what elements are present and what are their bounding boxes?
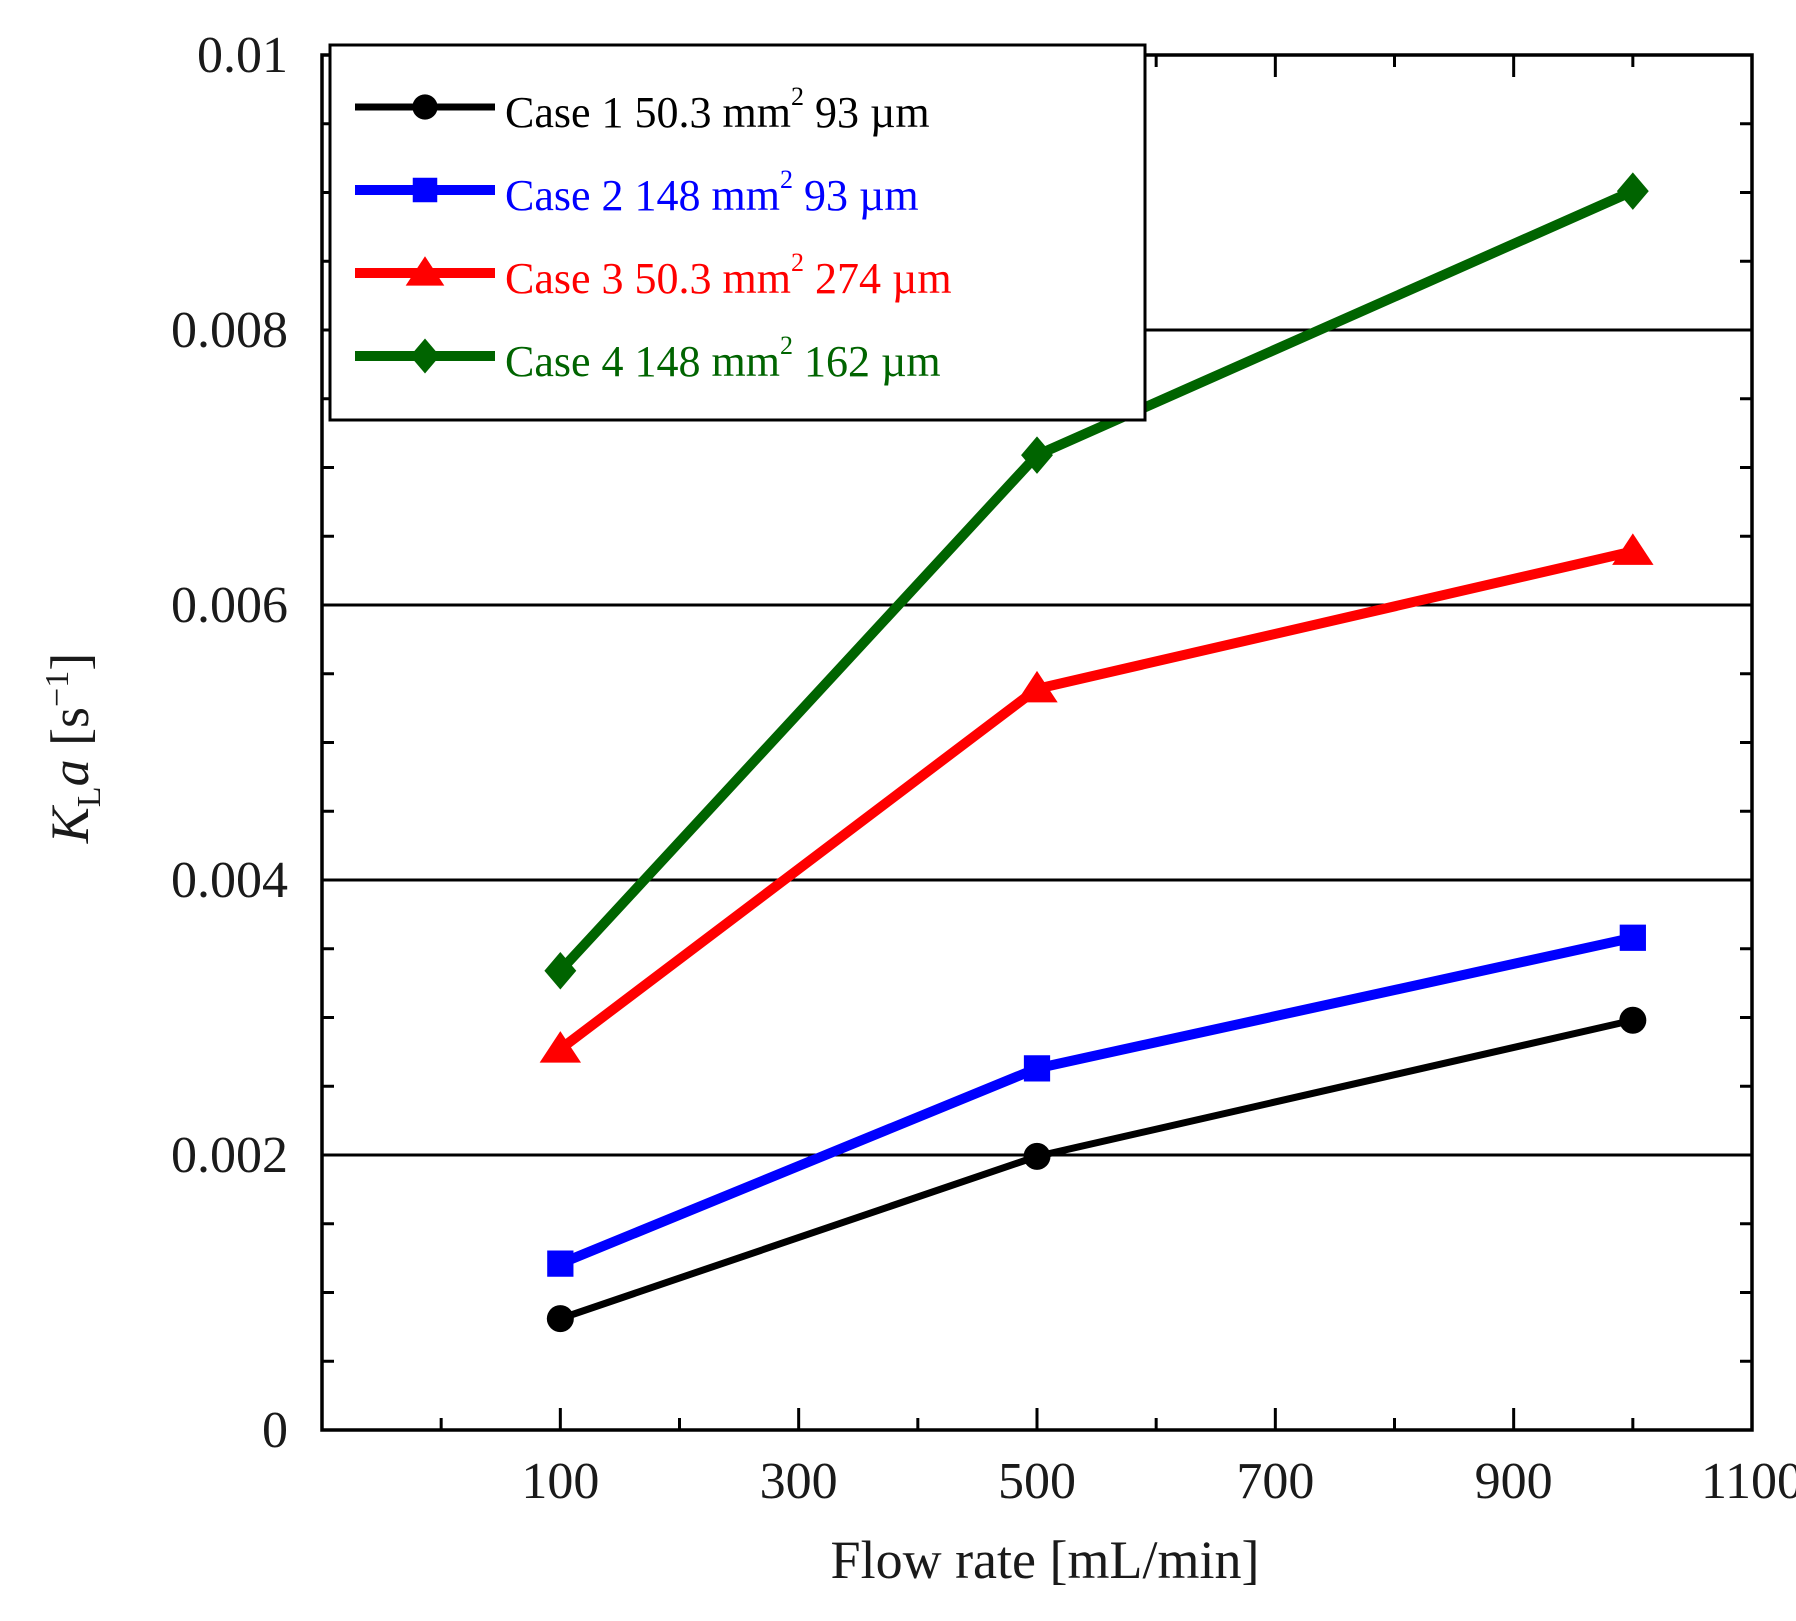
x-tick-label-0: 100 <box>521 1453 599 1510</box>
point-case-4-1 <box>1021 436 1053 474</box>
y-axis-title-unit-exponent: −1 <box>39 671 76 707</box>
point-case-4-0 <box>544 952 577 990</box>
legend-case-area: 148 mm <box>635 171 780 220</box>
x-axis-title: Flow rate [mL/min] <box>831 1530 1260 1590</box>
y-tick-label-5: 0.01 <box>197 27 288 84</box>
x-tick-label-4: 900 <box>1475 1453 1553 1510</box>
legend-case-area: 50.3 mm <box>635 254 791 303</box>
y-axis-title-unit-open: [s <box>40 707 100 760</box>
axes-layer: 100 300 500 700 900 1100 0 0.002 0.004 0.006 0.008… <box>171 27 1796 1510</box>
legend-marker-case-3 <box>405 256 445 286</box>
point-case-2-0 <box>547 1250 574 1277</box>
legend-marker-case-4 <box>410 338 440 374</box>
legend-label-case-3: Case 3 50.3 mm2 274 µm <box>505 248 952 303</box>
x-tick-label-2: 500 <box>998 1453 1076 1510</box>
y-tick-label-3: 0.006 <box>171 577 288 634</box>
legend-case-pore: 162 µm <box>793 337 941 386</box>
point-case-1-1 <box>1023 1142 1051 1170</box>
point-case-1-2 <box>1619 1006 1647 1034</box>
y-tick-label-1: 0.002 <box>171 1127 288 1184</box>
point-case-3-1 <box>1016 670 1058 703</box>
legend-case-area-exponent: 2 <box>780 331 793 360</box>
point-case-3-2 <box>1612 533 1654 565</box>
point-case-1-0 <box>546 1305 574 1333</box>
legend-case-area: 148 mm <box>635 337 780 386</box>
x-tick-label-5: 1100 <box>1701 1453 1796 1510</box>
legend-case-pore: 93 µm <box>804 88 930 137</box>
y-tick-label-4: 0.008 <box>171 302 288 359</box>
y-axis-title-subscript: L <box>71 786 108 807</box>
x-tick-label-1: 300 <box>760 1453 838 1510</box>
y-axis-title-unit-close: ] <box>40 653 100 671</box>
legend-label-case-2: Case 2 148 mm2 93 µm <box>505 165 919 220</box>
point-case-3-0 <box>539 1031 582 1063</box>
point-case-2-2 <box>1619 924 1646 951</box>
y-axis-title-variable: a <box>40 759 100 786</box>
y-tick-label-2: 0.004 <box>171 852 288 909</box>
legend-case-area-exponent: 2 <box>791 82 804 111</box>
legend-case-area-exponent: 2 <box>780 165 793 194</box>
x-tick-label-3: 700 <box>1236 1453 1314 1510</box>
legend-case-name: Case 1 <box>505 88 635 137</box>
legend-case-name: Case 4 <box>505 337 635 386</box>
legend-marker-case-1 <box>412 94 438 120</box>
series-line-case-2 <box>558 932 1634 1269</box>
legend-case-area-exponent: 2 <box>791 248 804 277</box>
legend-case-pore: 93 µm <box>793 171 919 220</box>
legend-case-name: Case 2 <box>505 171 635 220</box>
legend-label-case-4: Case 4 148 mm2 162 µm <box>505 331 941 386</box>
point-case-2-1 <box>1023 1055 1051 1082</box>
y-axis-title-symbol: K <box>40 804 100 844</box>
legend-case-area: 50.3 mm <box>635 88 791 137</box>
legend-marker-case-2 <box>412 177 438 203</box>
legend-case-pore: 274 µm <box>804 254 952 303</box>
point-case-4-2 <box>1616 172 1649 210</box>
y-axis-title: KLa [s−1] <box>39 653 108 844</box>
legend-case-name: Case 3 <box>505 254 635 303</box>
series-line-case-1 <box>559 1016 1634 1322</box>
legend-label-case-1: Case 1 50.3 mm2 93 µm <box>505 82 930 137</box>
series-layer <box>539 172 1654 1333</box>
y-tick-label-0: 0 <box>262 1402 288 1459</box>
